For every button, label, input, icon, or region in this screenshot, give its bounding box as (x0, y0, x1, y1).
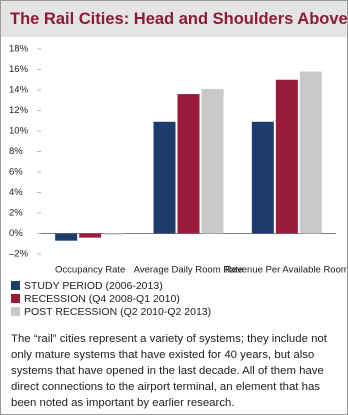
x-tick-label: Revenue Per Available Room (225, 265, 347, 276)
legend-label: STUDY PERIOD (2006-2013) (24, 280, 163, 292)
x-tick-label: Average Daily Room Rate (134, 265, 244, 276)
y-tick-label: 10% (9, 126, 29, 137)
bar (251, 121, 274, 234)
bar (299, 71, 322, 234)
bar (201, 88, 224, 234)
bar (55, 233, 78, 241)
y-tick-label: 2% (9, 208, 23, 219)
legend-label: POST RECESSION (Q2 2010-Q2 2013) (24, 306, 211, 318)
bar (103, 233, 126, 235)
y-tick-label: 4% (9, 187, 23, 198)
bar (177, 94, 200, 234)
chart: –2% 0% 2% 4% 6% 8% 10% 12% 14% 16% 18% Occupancy Ra… (9, 44, 347, 318)
legend-swatch (11, 281, 20, 290)
y-tick-label: 0% (9, 228, 23, 239)
y-tick-label: 6% (9, 167, 23, 178)
legend-swatch (11, 307, 20, 316)
y-tick-label: –2% (9, 249, 29, 260)
y-tick-label: 18% (9, 44, 29, 55)
chart-title: The Rail Cities: Head and Shoulders Abov… (1, 1, 347, 37)
x-tick-label: Occupancy Rate (55, 265, 125, 276)
legend-label: RECESSION (Q4 2008-Q1 2010) (24, 293, 180, 305)
y-tick-label: 14% (9, 85, 29, 96)
bar (153, 121, 176, 234)
caption: The “rail” cities represent a variety of… (11, 333, 327, 409)
bar (275, 79, 298, 234)
legend-swatch (11, 294, 20, 303)
bar (79, 233, 102, 238)
y-tick-label: 12% (9, 105, 29, 116)
y-tick-label: 16% (9, 64, 29, 75)
y-tick-label: 8% (9, 146, 23, 157)
